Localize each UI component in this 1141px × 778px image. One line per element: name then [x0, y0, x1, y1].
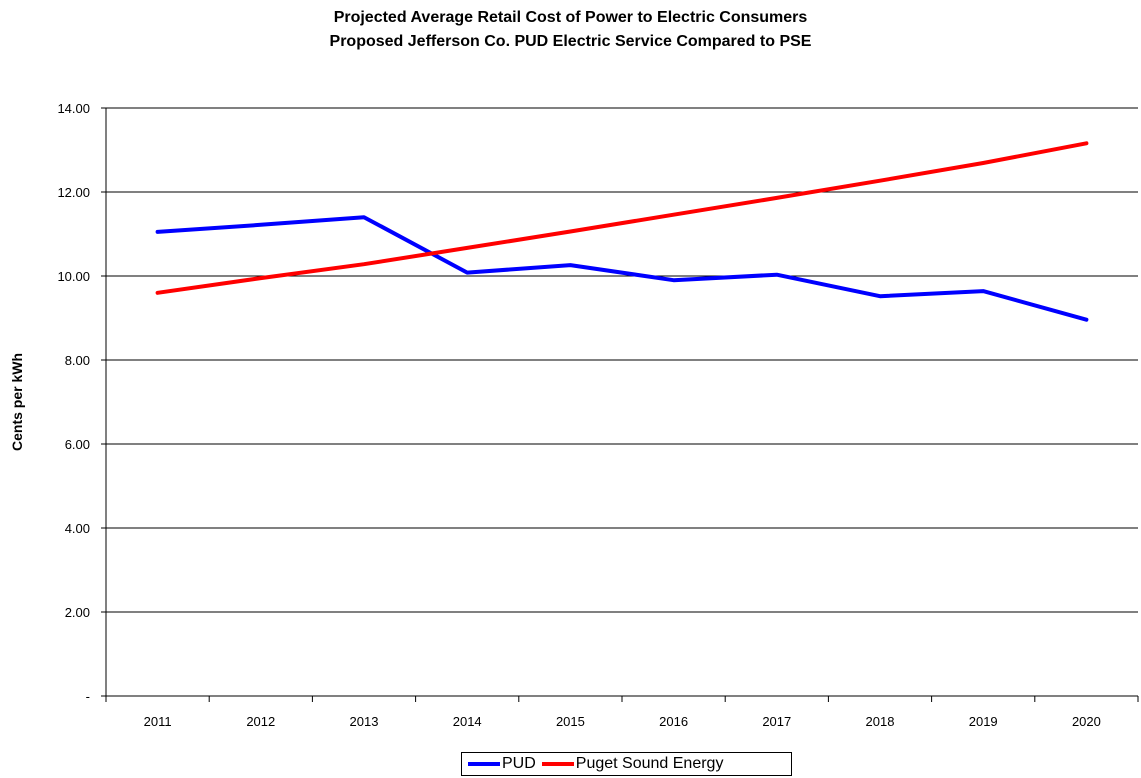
x-tick-label: 2019: [969, 714, 998, 729]
y-tick-label: 4.00: [65, 521, 90, 536]
x-tick-label: 2020: [1072, 714, 1101, 729]
legend-swatch-pud: [468, 762, 500, 766]
x-tick-label: 2017: [762, 714, 791, 729]
y-tick-label: 12.00: [57, 185, 90, 200]
y-axis-label: Cents per kWh: [9, 353, 25, 451]
chart-title: Projected Average Retail Cost of Power t…: [333, 9, 808, 26]
y-tick-label: -: [86, 689, 90, 704]
x-tick-label: 2012: [246, 714, 275, 729]
x-tick-label: 2015: [556, 714, 585, 729]
y-tick-label: 2.00: [65, 605, 90, 620]
legend: PUD Puget Sound Energy: [461, 752, 792, 776]
x-tick-label: 2013: [350, 714, 379, 729]
y-tick-label: 8.00: [65, 353, 90, 368]
legend-label-pud: PUD: [502, 755, 536, 772]
y-tick-label: 10.00: [57, 269, 90, 284]
legend-label-pse: Puget Sound Energy: [575, 755, 724, 772]
legend-item-pud: PUD: [468, 755, 536, 773]
y-tick-label: 6.00: [65, 437, 90, 452]
x-tick-label: 2011: [144, 714, 172, 729]
x-tick-label: 2018: [866, 714, 895, 729]
x-tick-label: 2016: [659, 714, 688, 729]
legend-item-pse: Puget Sound Energy: [541, 755, 724, 773]
legend-swatch-pse: [541, 762, 574, 766]
series-line-pud: [155, 215, 1089, 322]
chart-subtitle: Proposed Jefferson Co. PUD Electric Serv…: [329, 33, 812, 50]
y-tick-label: 14.00: [57, 101, 90, 116]
series-line-pse: [155, 141, 1089, 295]
x-tick-label: 2014: [453, 714, 482, 729]
